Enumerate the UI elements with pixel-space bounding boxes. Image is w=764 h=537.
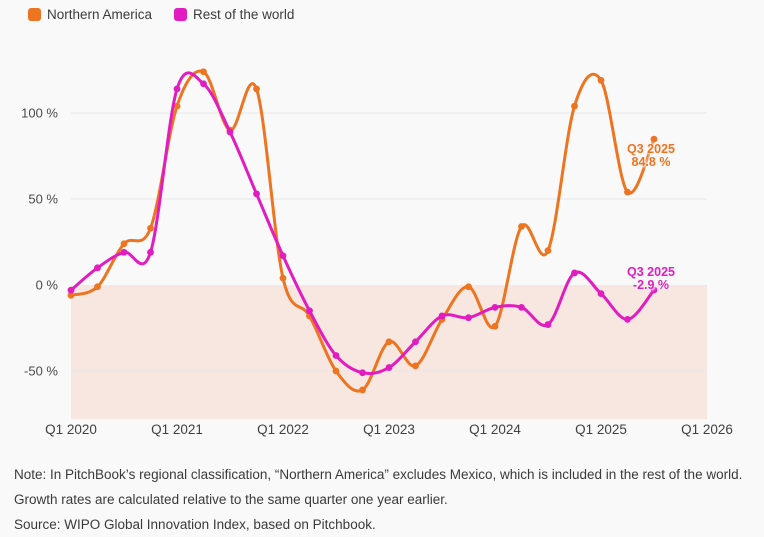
northern-america-swatch-icon (28, 8, 41, 21)
data-point-marker[interactable] (650, 286, 658, 294)
data-point-marker[interactable] (544, 247, 552, 255)
data-point-marker[interactable] (279, 274, 287, 282)
data-point-marker[interactable] (279, 252, 287, 260)
annotation-value: 84.8 % (631, 155, 671, 169)
chart-notes: Note: In PitchBook’s regional classifica… (14, 462, 756, 537)
data-point-marker[interactable] (359, 386, 366, 394)
data-point-marker[interactable] (332, 367, 340, 375)
data-point-marker[interactable] (200, 80, 207, 88)
data-point-marker[interactable] (120, 240, 128, 248)
data-point-marker[interactable] (624, 188, 631, 196)
data-point-marker[interactable] (650, 135, 658, 143)
data-point-marker[interactable] (253, 85, 260, 93)
data-point-marker[interactable] (332, 352, 340, 359)
data-point-marker[interactable] (200, 68, 207, 76)
legend-item-northern-america[interactable]: Northern America (28, 7, 152, 22)
data-point-marker[interactable] (597, 290, 605, 297)
data-point-marker[interactable] (624, 316, 631, 323)
series-line-rest-of-world (69, 71, 656, 375)
source-text: Source: WIPO Global Innovation Index, ba… (14, 517, 376, 532)
data-point-marker[interactable] (438, 312, 446, 320)
annotation-northern-america-latest: Q3 2025 84.8 % (627, 142, 675, 169)
data-point-marker[interactable] (412, 338, 419, 346)
data-point-marker[interactable] (544, 321, 552, 328)
data-point-marker[interactable] (173, 85, 181, 93)
annotation-value: -2.9 % (632, 278, 670, 292)
data-point-marker[interactable] (147, 224, 154, 232)
legend-label: Rest of the world (193, 7, 295, 22)
data-point-marker[interactable] (67, 291, 75, 299)
legend-label: Northern America (47, 7, 153, 22)
data-point-marker[interactable] (385, 338, 393, 346)
data-point-marker[interactable] (147, 248, 154, 256)
data-point-marker[interactable] (597, 76, 605, 84)
data-point-marker[interactable] (412, 362, 419, 370)
negative-region-shading (71, 285, 707, 420)
data-point-marker[interactable] (518, 303, 525, 311)
data-point-marker[interactable] (226, 128, 234, 136)
data-point-marker[interactable] (67, 286, 75, 294)
legend-item-rest-of-world[interactable]: Rest of the world (174, 7, 294, 22)
data-point-marker[interactable] (94, 264, 101, 272)
annotation-quarter: Q3 2025 (627, 265, 675, 279)
annotation-rest-of-world-latest: Q3 2025 -2.9 % (627, 265, 675, 292)
chart-legend: Northern America Rest of the world (28, 7, 294, 22)
data-point-marker[interactable] (491, 303, 499, 311)
data-point-marker[interactable] (359, 369, 366, 377)
data-point-marker[interactable] (465, 283, 472, 291)
data-point-marker[interactable] (491, 322, 499, 330)
note-text: Note: In PitchBook’s regional classifica… (14, 467, 743, 507)
annotation-quarter: Q3 2025 (627, 142, 675, 156)
data-point-marker[interactable] (120, 248, 128, 256)
growth-rate-line-chart[interactable] (0, 0, 764, 450)
data-point-marker[interactable] (173, 102, 181, 110)
rest-of-world-swatch-icon (174, 8, 188, 21)
data-point-marker[interactable] (465, 314, 472, 322)
data-point-marker[interactable] (385, 364, 393, 371)
data-point-marker[interactable] (571, 102, 578, 110)
data-point-marker[interactable] (94, 283, 101, 291)
data-point-marker[interactable] (306, 307, 313, 315)
data-point-marker[interactable] (253, 190, 260, 198)
data-point-marker[interactable] (571, 269, 578, 277)
data-point-marker[interactable] (518, 223, 525, 230)
